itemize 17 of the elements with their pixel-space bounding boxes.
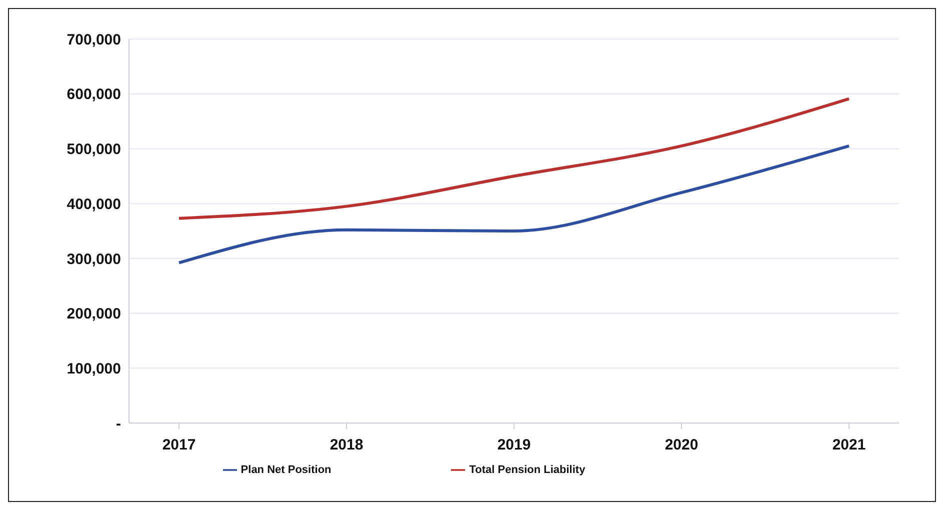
legend-label: Plan Net Position [240,464,332,476]
y-tick-label: 600,000 [66,86,121,104]
y-tick-label: 300,000 [66,250,121,268]
y-tick-label: - [116,415,121,432]
y-tick-label: 100,000 [66,360,121,378]
x-tick-label: 2018 [330,436,364,454]
x-tick-label: 2021 [832,436,866,454]
legend-label: Total Pension Liability [469,464,586,476]
line-series [178,144,850,264]
y-tick-label: 400,000 [66,196,121,213]
y-tick-label: 700,000 [66,31,121,48]
x-tick-label: 2017 [162,436,196,454]
y-tick-label: 200,000 [66,306,121,323]
x-tick-label: 2020 [664,436,698,454]
y-tick-label: 500,000 [66,141,121,158]
x-tick-label: 2019 [497,436,531,454]
line-series [178,97,850,220]
